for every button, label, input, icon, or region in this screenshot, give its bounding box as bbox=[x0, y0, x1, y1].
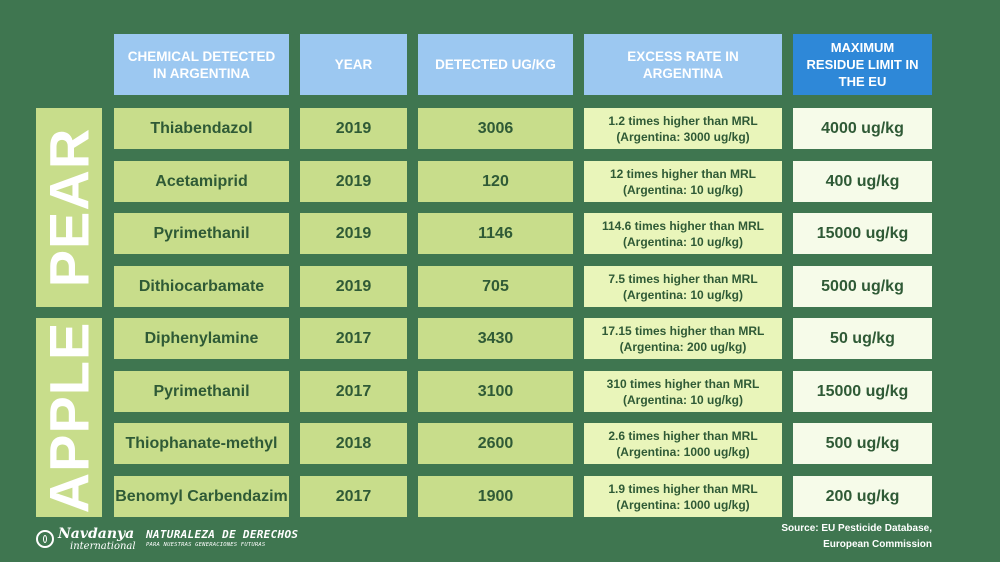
cell-year: 2019 bbox=[300, 266, 407, 307]
navdanya-sub: international bbox=[70, 540, 136, 552]
cell-excess-rate: 17.15 times higher than MRL (Argentina: … bbox=[584, 318, 782, 359]
source-note: Source: EU Pesticide Database, European … bbox=[781, 521, 932, 553]
excess-rate-text: 1.2 times higher than MRL bbox=[608, 113, 758, 128]
cell-mrl-eu: 5000 ug/kg bbox=[793, 266, 932, 307]
cell-excess-rate: 12 times higher than MRL (Argentina: 10 … bbox=[584, 161, 782, 202]
cell-excess-rate: 310 times higher than MRL (Argentina: 10… bbox=[584, 371, 782, 412]
cell-year: 2017 bbox=[300, 371, 407, 412]
cell-mrl-eu: 500 ug/kg bbox=[793, 423, 932, 464]
cell-detected: 120 bbox=[418, 161, 573, 202]
header-excess-rate: EXCESS RATE IN ARGENTINA bbox=[584, 34, 782, 95]
cell-year: 2019 bbox=[300, 213, 407, 254]
excess-rate-argentina-mrl: (Argentina: 1000 ug/kg) bbox=[616, 497, 750, 512]
header-year: YEAR bbox=[300, 34, 407, 95]
excess-rate-argentina-mrl: (Argentina: 200 ug/kg) bbox=[619, 339, 747, 354]
cell-detected: 3100 bbox=[418, 371, 573, 412]
cell-chemical: Thiophanate-methyl bbox=[114, 423, 289, 464]
header-mrl-eu: MAXIMUM RESIDUE LIMIT IN THE EU bbox=[793, 34, 932, 95]
naturaleza-de-derechos-logo: NATURALEZA DE DERECHOS PARA NUESTRAS GEN… bbox=[146, 529, 298, 549]
cell-year: 2019 bbox=[300, 161, 407, 202]
cell-chemical: Pyrimethanil bbox=[114, 213, 289, 254]
cell-chemical: Acetamiprid bbox=[114, 161, 289, 202]
naturaleza-tagline: PARA NUESTRAS GENERACIONES FUTURAS bbox=[146, 542, 266, 548]
cell-year: 2017 bbox=[300, 476, 407, 517]
cell-year: 2017 bbox=[300, 318, 407, 359]
cell-excess-rate: 7.5 times higher than MRL (Argentina: 10… bbox=[584, 266, 782, 307]
cell-detected: 2600 bbox=[418, 423, 573, 464]
cell-chemical: Pyrimethanil bbox=[114, 371, 289, 412]
excess-rate-argentina-mrl: (Argentina: 10 ug/kg) bbox=[622, 287, 743, 302]
excess-rate-argentina-mrl: (Argentina: 10 ug/kg) bbox=[622, 234, 743, 249]
source-line-1: Source: EU Pesticide Database, bbox=[781, 523, 932, 534]
excess-rate-text: 310 times higher than MRL bbox=[606, 376, 760, 391]
excess-rate-text: 12 times higher than MRL bbox=[609, 166, 757, 181]
cell-excess-rate: 1.9 times higher than MRL (Argentina: 10… bbox=[584, 476, 782, 517]
cell-detected: 1900 bbox=[418, 476, 573, 517]
cell-excess-rate: 2.6 times higher than MRL (Argentina: 10… bbox=[584, 423, 782, 464]
cell-year: 2018 bbox=[300, 423, 407, 464]
cell-excess-rate: 1.2 times higher than MRL (Argentina: 30… bbox=[584, 108, 782, 149]
cell-detected: 3430 bbox=[418, 318, 573, 359]
cell-excess-rate: 114.6 times higher than MRL (Argentina: … bbox=[584, 213, 782, 254]
cell-detected: 1146 bbox=[418, 213, 573, 254]
excess-rate-text: 17.15 times higher than MRL bbox=[601, 323, 765, 338]
navdanya-logo: Navdanya international bbox=[36, 525, 136, 552]
group-label-pear: PEAR bbox=[36, 108, 102, 307]
group-label-apple-text: APPLE bbox=[37, 321, 101, 514]
excess-rate-argentina-mrl: (Argentina: 3000 ug/kg) bbox=[616, 129, 750, 144]
cell-chemical: Diphenylamine bbox=[114, 318, 289, 359]
header-detected: DETECTED UG/KG bbox=[418, 34, 573, 95]
header-chemical: CHEMICAL DETECTED IN ARGENTINA bbox=[114, 34, 289, 95]
cell-chemical: Dithiocarbamate bbox=[114, 266, 289, 307]
cell-mrl-eu: 50 ug/kg bbox=[793, 318, 932, 359]
cell-detected: 3006 bbox=[418, 108, 573, 149]
navdanya-name: Navdanya bbox=[58, 525, 135, 542]
cell-chemical: Thiabendazol bbox=[114, 108, 289, 149]
excess-rate-argentina-mrl: (Argentina: 10 ug/kg) bbox=[622, 392, 743, 407]
naturaleza-title: NATURALEZA DE DERECHOS bbox=[146, 528, 299, 541]
cell-mrl-eu: 400 ug/kg bbox=[793, 161, 932, 202]
group-label-apple: APPLE bbox=[36, 318, 102, 517]
cell-chemical: Benomyl Carbendazim bbox=[114, 476, 289, 517]
excess-rate-text: 1.9 times higher than MRL bbox=[608, 481, 758, 496]
excess-rate-text: 114.6 times higher than MRL bbox=[601, 218, 765, 233]
cell-mrl-eu: 200 ug/kg bbox=[793, 476, 932, 517]
source-line-2: European Commission bbox=[823, 539, 932, 550]
cell-year: 2019 bbox=[300, 108, 407, 149]
cell-mrl-eu: 15000 ug/kg bbox=[793, 213, 932, 254]
cell-mrl-eu: 15000 ug/kg bbox=[793, 371, 932, 412]
excess-rate-text: 7.5 times higher than MRL bbox=[608, 271, 758, 286]
excess-rate-text: 2.6 times higher than MRL bbox=[608, 428, 758, 443]
cell-detected: 705 bbox=[418, 266, 573, 307]
excess-rate-argentina-mrl: (Argentina: 1000 ug/kg) bbox=[616, 444, 750, 459]
group-label-pear-text: PEAR bbox=[37, 127, 101, 288]
seed-icon bbox=[36, 530, 54, 548]
excess-rate-argentina-mrl: (Argentina: 10 ug/kg) bbox=[622, 182, 743, 197]
cell-mrl-eu: 4000 ug/kg bbox=[793, 108, 932, 149]
